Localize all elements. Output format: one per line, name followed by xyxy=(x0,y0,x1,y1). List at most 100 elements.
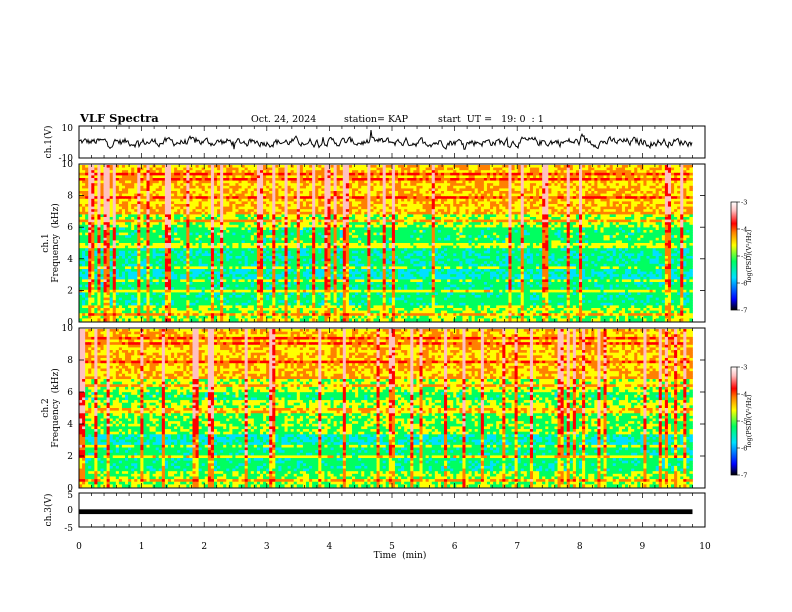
spectrogram-cell xyxy=(530,188,533,191)
spectrogram-cell xyxy=(235,222,238,225)
spectrogram-cell xyxy=(242,204,245,207)
spectrogram-cell xyxy=(346,222,349,225)
spectrogram-cell xyxy=(404,181,407,184)
spectrogram-cell xyxy=(202,199,205,202)
spectrogram-cell xyxy=(159,165,162,168)
spectrogram-cell xyxy=(131,191,134,194)
spectrogram-cell xyxy=(125,186,128,189)
spectrogram-cell xyxy=(456,165,459,168)
spectrogram-cell xyxy=(515,181,518,184)
spectrogram-cell xyxy=(85,178,88,181)
spectrogram-cell xyxy=(600,188,603,191)
spectrogram-cell xyxy=(180,212,183,215)
spectrogram-cell xyxy=(419,170,422,173)
spectrogram-cell xyxy=(300,209,303,212)
spectrogram-cell xyxy=(656,204,659,207)
spectrogram-cell xyxy=(419,209,422,212)
spectrogram-cell xyxy=(110,188,113,191)
spectrogram-cell xyxy=(484,199,487,202)
spectrogram-cell xyxy=(398,214,401,217)
spectrogram-cell xyxy=(245,204,248,207)
spectrogram-cell xyxy=(140,217,143,220)
spectrogram-cell xyxy=(502,196,505,199)
spectrogram-cell xyxy=(358,204,361,207)
spectrogram-cell xyxy=(367,217,370,220)
spectrogram-cell xyxy=(285,220,288,223)
spectrogram-cell xyxy=(582,217,585,220)
spectrogram-cell xyxy=(131,188,134,191)
spectrogram-cell xyxy=(116,186,119,189)
spectrogram-cell xyxy=(116,222,119,225)
spectrogram-cell xyxy=(131,220,134,223)
spectrogram-cell xyxy=(683,201,686,204)
spectrogram-cell xyxy=(450,220,453,223)
spectrogram-cell xyxy=(640,217,643,220)
spectrogram-cell xyxy=(662,204,665,207)
spectrogram-cell xyxy=(171,227,174,230)
spectrogram-cell xyxy=(404,225,407,228)
spectrogram-cell xyxy=(680,209,683,212)
spectrogram-cell xyxy=(337,201,340,204)
spectrogram-cell xyxy=(594,168,597,171)
spectrogram-cell xyxy=(680,220,683,223)
spectrogram-cell xyxy=(386,212,389,215)
spectrogram-cell xyxy=(257,209,260,212)
spectrogram-cell xyxy=(597,222,600,225)
spectrogram-cell xyxy=(481,225,484,228)
spectrogram-cell xyxy=(337,196,340,199)
spectrogram-cell xyxy=(591,214,594,217)
spectrogram-cell xyxy=(438,191,441,194)
spectrogram-cell xyxy=(104,178,107,181)
spectrogram-cell xyxy=(192,186,195,189)
spectrogram-cell xyxy=(79,214,82,217)
spectrogram-cell xyxy=(294,212,297,215)
spectrogram-cell xyxy=(591,175,594,178)
spectrogram-cell xyxy=(214,186,217,189)
spectrogram-cell xyxy=(413,173,416,176)
spectrogram-cell xyxy=(413,201,416,204)
spectrogram-cell xyxy=(665,220,668,223)
spectrogram-cell xyxy=(570,212,573,215)
spectrogram-cell xyxy=(677,194,680,197)
spectrogram-cell xyxy=(331,204,334,207)
spectrogram-cell xyxy=(79,204,82,207)
spectrogram-cell xyxy=(650,173,653,176)
spectrogram-cell xyxy=(150,170,153,173)
spectrogram-cell xyxy=(269,214,272,217)
spectrogram-cell xyxy=(168,222,171,225)
spectrogram-cell xyxy=(373,201,376,204)
spectrogram-cell xyxy=(502,222,505,225)
spectrogram-cell xyxy=(202,191,205,194)
spectrogram-cell xyxy=(189,178,192,181)
spectrogram-cell xyxy=(214,178,217,181)
spectrogram-cell xyxy=(260,186,263,189)
spectrogram-cell xyxy=(429,209,432,212)
spectrogram-cell xyxy=(438,196,441,199)
spectrogram-cell xyxy=(554,175,557,178)
spectrogram-cell xyxy=(318,214,321,217)
spectrogram-cell xyxy=(229,186,232,189)
spectrogram-cell xyxy=(159,227,162,230)
spectrogram-cell xyxy=(558,168,561,171)
spectrogram-cell xyxy=(85,170,88,173)
spectrogram-cell xyxy=(429,181,432,184)
spectrogram-cell xyxy=(180,170,183,173)
spectrogram-cell xyxy=(153,201,156,204)
spectrogram-cell xyxy=(527,222,530,225)
spectrogram-cell xyxy=(186,209,189,212)
spectrogram-cell xyxy=(294,217,297,220)
spectrogram-cell xyxy=(650,220,653,223)
spectrogram-cell xyxy=(502,181,505,184)
spectrogram-cell xyxy=(146,196,149,199)
spectrogram-cell xyxy=(680,186,683,189)
spectrogram-cell xyxy=(450,212,453,215)
spectrogram-cell xyxy=(435,173,438,176)
spectrogram-cell xyxy=(505,173,508,176)
spectrogram-cell xyxy=(183,196,186,199)
spectrogram-cell xyxy=(650,209,653,212)
spectrogram-cell xyxy=(263,212,266,215)
spectrogram-cell xyxy=(294,181,297,184)
spectrogram-cell xyxy=(110,173,113,176)
spectrogram-cell xyxy=(143,181,146,184)
spectrogram-cell xyxy=(373,225,376,228)
